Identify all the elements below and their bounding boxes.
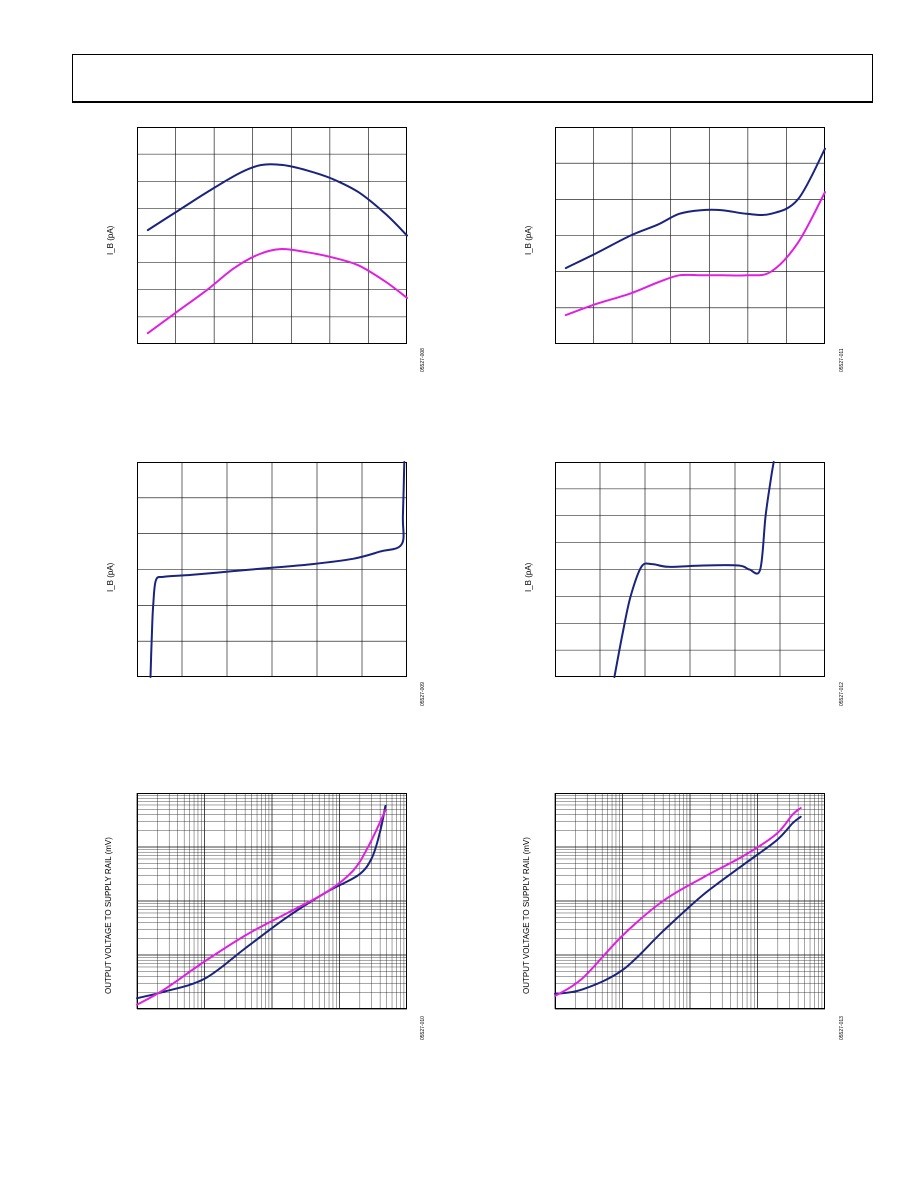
chart-plot-area bbox=[137, 127, 408, 344]
series-line-navy bbox=[146, 163, 408, 237]
y-axis-label: I_B (pA) bbox=[106, 225, 115, 255]
series-line-magenta bbox=[146, 248, 408, 335]
chart-plot-area bbox=[555, 461, 825, 678]
y-axis-label: OUTPUT VOLTAGE TO SUPPLY RAIL (mV) bbox=[522, 837, 531, 994]
chart-ib-middle-left bbox=[137, 461, 407, 678]
chart-ib-middle-right bbox=[555, 461, 825, 678]
chart-ib-top-left bbox=[137, 127, 408, 344]
figure-number: 05527-012 bbox=[839, 682, 845, 706]
series-line-navy bbox=[613, 461, 775, 678]
figure-number: 05527-013 bbox=[839, 1016, 845, 1040]
figure-number: 05527-011 bbox=[839, 348, 845, 372]
series-line-magenta bbox=[554, 807, 802, 997]
series-line-magenta bbox=[136, 809, 387, 1006]
figure-number: 05527-009 bbox=[420, 682, 426, 706]
chart-plot-area bbox=[555, 127, 826, 344]
figure-number: 05527-010 bbox=[420, 1016, 426, 1040]
chart-plot-area bbox=[137, 461, 407, 678]
grid-lines bbox=[137, 462, 407, 677]
y-axis-label: I_B (pA) bbox=[524, 562, 533, 592]
series-line-navy bbox=[564, 147, 826, 270]
series-line-magenta bbox=[564, 191, 826, 317]
grid-lines bbox=[555, 127, 825, 344]
chart-output-voltage-right bbox=[554, 793, 825, 1010]
y-axis-label: I_B (pA) bbox=[106, 562, 115, 592]
grid-lines bbox=[555, 462, 825, 677]
figure-number: 05527-008 bbox=[420, 348, 426, 372]
series-line-navy bbox=[136, 805, 387, 1000]
page-header-box bbox=[72, 54, 873, 103]
y-axis-label: OUTPUT VOLTAGE TO SUPPLY RAIL (mV) bbox=[104, 837, 113, 994]
chart-plot-area bbox=[136, 793, 407, 1010]
chart-output-voltage-left bbox=[136, 793, 407, 1010]
y-axis-label: I_B (pA) bbox=[524, 225, 533, 255]
series-line-navy bbox=[149, 461, 406, 678]
log-grid-lines bbox=[136, 793, 407, 1010]
grid-lines bbox=[137, 127, 407, 344]
chart-ib-top-right bbox=[555, 127, 826, 344]
chart-plot-area bbox=[554, 793, 825, 1010]
series-line-navy bbox=[554, 815, 802, 995]
